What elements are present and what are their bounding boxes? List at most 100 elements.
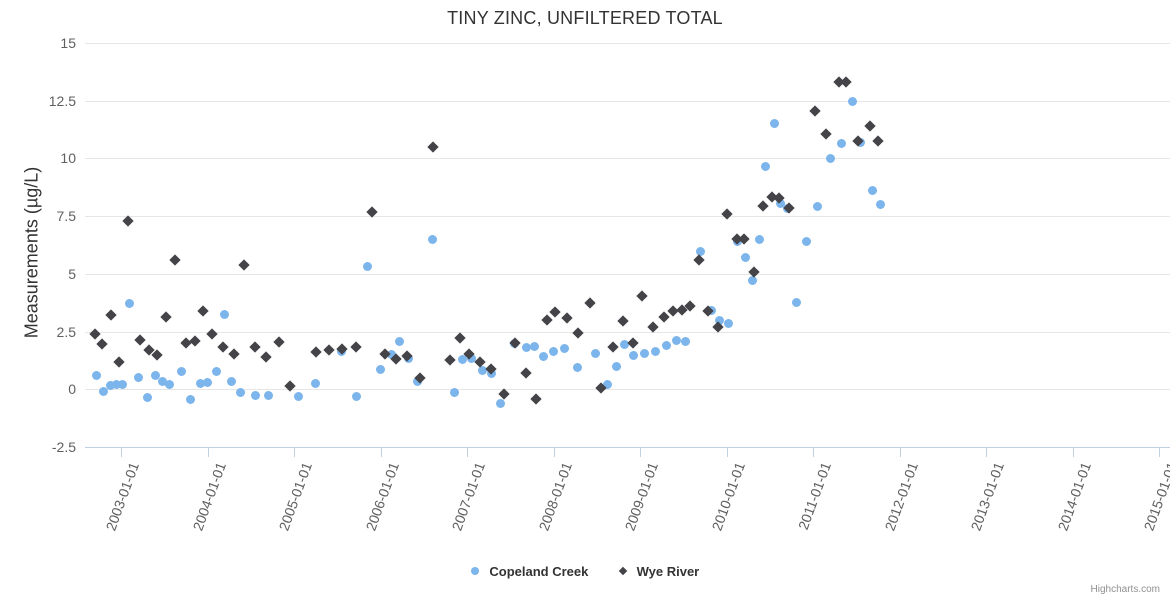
data-point-wye-river[interactable] (113, 355, 125, 368)
data-point-wye-river[interactable] (151, 348, 164, 361)
data-point-copeland-creek[interactable] (559, 344, 569, 354)
data-point-wye-river[interactable] (444, 354, 456, 367)
data-point-wye-river[interactable] (617, 315, 629, 327)
data-point-wye-river[interactable] (606, 340, 619, 353)
data-point-copeland-creek[interactable] (196, 379, 206, 388)
data-point-copeland-creek[interactable] (467, 353, 477, 363)
data-point-wye-river[interactable] (400, 350, 413, 362)
data-point-wye-river[interactable] (833, 76, 845, 88)
data-point-wye-river[interactable] (863, 120, 876, 132)
data-point-copeland-creek[interactable] (801, 237, 811, 247)
data-point-copeland-creek[interactable] (478, 366, 488, 376)
data-point-wye-river[interactable] (684, 300, 697, 312)
data-point-wye-river[interactable] (336, 343, 348, 355)
data-point-wye-river[interactable] (541, 314, 553, 326)
data-point-copeland-creek[interactable] (386, 350, 396, 360)
data-point-copeland-creek[interactable] (220, 309, 230, 319)
data-point-wye-river[interactable] (757, 200, 769, 212)
data-point-copeland-creek[interactable] (791, 298, 801, 308)
data-point-wye-river[interactable] (731, 233, 743, 245)
data-point-wye-river[interactable] (530, 392, 543, 405)
data-point-wye-river[interactable] (584, 297, 596, 309)
data-point-copeland-creek[interactable] (395, 337, 405, 347)
data-point-wye-river[interactable] (702, 305, 714, 317)
data-point-copeland-creek[interactable] (495, 398, 505, 408)
data-point-copeland-creek[interactable] (158, 376, 168, 386)
data-point-wye-river[interactable] (104, 309, 117, 322)
data-point-copeland-creek[interactable] (672, 336, 682, 346)
data-point-copeland-creek[interactable] (203, 377, 213, 387)
data-point-wye-river[interactable] (721, 208, 733, 220)
data-point-copeland-creek[interactable] (530, 342, 540, 352)
data-point-copeland-creek[interactable] (628, 351, 638, 361)
data-point-copeland-creek[interactable] (724, 318, 734, 328)
data-point-copeland-creek[interactable] (185, 395, 195, 405)
data-point-copeland-creek[interactable] (165, 380, 174, 390)
data-point-copeland-creek[interactable] (867, 186, 877, 196)
legend-item-wye-river[interactable]: Wye River (618, 563, 699, 579)
data-point-wye-river[interactable] (783, 202, 795, 214)
data-point-copeland-creek[interactable] (151, 370, 161, 380)
data-point-copeland-creek[interactable] (125, 299, 135, 309)
data-point-wye-river[interactable] (96, 338, 108, 350)
data-point-copeland-creek[interactable] (847, 97, 857, 107)
data-point-wye-river[interactable] (169, 254, 181, 266)
data-point-wye-river[interactable] (188, 335, 201, 347)
data-point-wye-river[interactable] (323, 344, 335, 356)
data-point-copeland-creek[interactable] (706, 306, 716, 316)
data-point-copeland-creek[interactable] (458, 354, 468, 364)
data-point-copeland-creek[interactable] (856, 137, 866, 147)
data-point-copeland-creek[interactable] (363, 262, 373, 272)
data-point-wye-river[interactable] (748, 265, 761, 278)
data-point-copeland-creek[interactable] (732, 237, 742, 247)
data-point-copeland-creek[interactable] (250, 390, 260, 400)
data-point-copeland-creek[interactable] (696, 247, 706, 257)
data-point-copeland-creek[interactable] (748, 276, 758, 286)
data-point-wye-river[interactable] (667, 305, 679, 317)
data-point-wye-river[interactable] (350, 340, 363, 353)
data-point-wye-river[interactable] (658, 310, 671, 323)
data-point-wye-river[interactable] (872, 135, 884, 147)
data-point-wye-river[interactable] (89, 328, 101, 340)
data-point-wye-river[interactable] (260, 351, 273, 363)
data-point-wye-river[interactable] (390, 353, 402, 365)
data-point-copeland-creek[interactable] (775, 198, 785, 208)
data-point-copeland-creek[interactable] (112, 380, 122, 390)
data-point-copeland-creek[interactable] (376, 365, 386, 375)
data-point-wye-river[interactable] (160, 310, 172, 323)
legend-item-copeland-creek[interactable]: Copeland Creek (470, 563, 588, 579)
data-point-wye-river[interactable] (520, 367, 532, 379)
data-point-copeland-creek[interactable] (311, 379, 321, 388)
data-point-copeland-creek[interactable] (651, 346, 661, 356)
data-point-wye-river[interactable] (809, 105, 821, 117)
data-point-copeland-creek[interactable] (177, 367, 187, 377)
data-point-wye-river[interactable] (463, 347, 475, 360)
data-point-wye-river[interactable] (249, 340, 261, 353)
data-point-copeland-creek[interactable] (211, 367, 221, 377)
data-point-copeland-creek[interactable] (602, 380, 612, 390)
data-point-copeland-creek[interactable] (715, 315, 725, 325)
data-point-wye-river[interactable] (413, 372, 426, 384)
data-point-copeland-creek[interactable] (486, 368, 496, 378)
data-point-wye-river[interactable] (738, 233, 750, 245)
data-point-wye-river[interactable] (627, 337, 639, 349)
data-point-wye-river[interactable] (227, 347, 240, 360)
data-point-copeland-creek[interactable] (521, 343, 531, 353)
data-point-copeland-creek[interactable] (620, 339, 630, 349)
data-point-copeland-creek[interactable] (403, 353, 413, 363)
data-point-copeland-creek[interactable] (741, 253, 751, 263)
data-point-copeland-creek[interactable] (611, 361, 621, 371)
data-point-wye-river[interactable] (773, 192, 785, 204)
data-point-wye-river[interactable] (595, 382, 607, 394)
data-point-wye-river[interactable] (180, 337, 192, 349)
data-point-copeland-creek[interactable] (813, 202, 823, 212)
data-point-copeland-creek[interactable] (133, 373, 143, 383)
data-point-wye-river[interactable] (561, 312, 573, 324)
data-point-wye-river[interactable] (454, 332, 466, 345)
data-point-copeland-creek[interactable] (227, 376, 237, 386)
data-point-wye-river[interactable] (206, 328, 218, 340)
data-point-wye-river[interactable] (549, 306, 562, 318)
data-point-wye-river[interactable] (379, 347, 391, 360)
data-point-wye-river[interactable] (693, 254, 705, 266)
data-point-wye-river[interactable] (272, 336, 285, 348)
